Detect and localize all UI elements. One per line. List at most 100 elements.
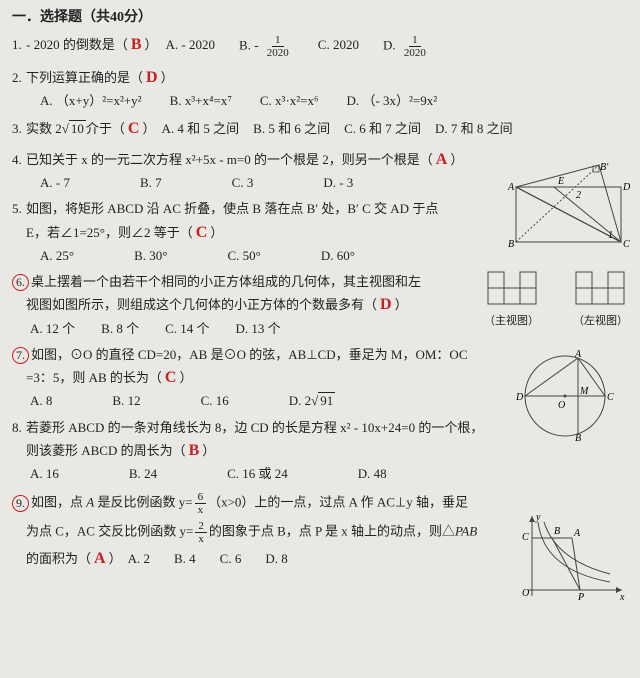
svg-text:C: C (522, 532, 529, 543)
q1-opt-d: D. 12020 (383, 34, 431, 59)
q7-opt-a: A. 8 (30, 392, 52, 410)
q3-opt-c: C. 6 和 7 之间 (344, 120, 421, 138)
q5-opt-c: C. 50° (227, 247, 260, 265)
q4-text-after: ） (450, 151, 463, 169)
q4-text: 已知关于 x 的一元二次方程 x²+5x - m=0 的一个根是 2，则另一个根… (26, 151, 433, 169)
q7-opt-d: D. 2√91 (289, 392, 336, 410)
q5-opt-d: D. 60° (321, 247, 355, 265)
svg-text:O: O (558, 400, 565, 411)
q3-answer: C (128, 118, 140, 140)
section-title: 一．选择题（共40分） (12, 8, 628, 28)
q6-opt-d: D. 13 个 (236, 320, 281, 338)
q5-line1: 如图，将矩形 ABCD 沿 AC 折叠，使点 B 落在点 B′ 处，B′ C 交… (26, 200, 438, 218)
q1-opt-c: C. 2020 (318, 36, 359, 54)
q9-diagram: O P x y A B C (510, 510, 630, 605)
q7-opt-c: C. 16 (201, 392, 229, 410)
q6-views: （主视图） （左视图） (484, 268, 634, 329)
q2-text-after: ） (161, 69, 174, 87)
q3-opt-d: D. 7 和 8 之间 (435, 120, 513, 138)
q5-text-after: ） (210, 224, 223, 242)
svg-text:A: A (507, 182, 515, 193)
q6-answer: D (380, 294, 392, 316)
q1-answer: B (131, 34, 142, 56)
q7-num: 7. (12, 347, 29, 364)
q9-opt-c: C. 6 (220, 550, 242, 568)
q9-opt-a: A. 2 (128, 550, 150, 568)
q5-opt-b: B. 30° (134, 247, 167, 265)
question-8: 8. 若菱形 ABCD 的一条对角线长为 8，边 CD 的长是方程 x² - 1… (12, 419, 628, 484)
svg-text:A: A (573, 528, 581, 539)
question-1: 1. - 2020 的倒数是（ B ） A. - 2020 B. - 12020… (12, 34, 628, 59)
q6-num: 6. (12, 274, 29, 291)
q7-line2: =3：5，则 AB 的长为（ (26, 369, 162, 387)
svg-text:B: B (554, 526, 560, 537)
svg-text:O: O (522, 588, 529, 599)
svg-text:E: E (557, 176, 564, 187)
svg-text:B: B (508, 239, 514, 250)
q2-opt-c: C. x³·x²=x⁶ (260, 92, 319, 110)
q4-answer: A (436, 149, 448, 171)
q4-opt-b: B. 7 (140, 174, 162, 192)
question-3: 3. 实数 2√10介于（ C ） A. 4 和 5 之间 B. 5 和 6 之… (12, 118, 628, 140)
svg-text:y: y (535, 512, 541, 523)
q9-opt-d: D. 8 (265, 550, 287, 568)
q9-num: 9. (12, 495, 29, 512)
q1-text-after: ） (145, 36, 158, 54)
q8-text-after: ） (202, 442, 215, 460)
svg-text:D: D (515, 392, 524, 403)
q6-opt-a: A. 12 个 (30, 320, 75, 338)
q3-text-after: ） (142, 120, 155, 138)
q5-line2: E，若∠1=25°，则∠2 等于（ (26, 224, 193, 242)
q7-text-after: ） (179, 369, 192, 387)
q2-text: 下列运算正确的是（ (26, 69, 143, 87)
q3-opt-a: A. 4 和 5 之间 (162, 120, 240, 138)
q1-num: 1. (12, 36, 26, 54)
q8-opt-a: A. 16 (30, 465, 59, 483)
q6-line1: 桌上摆着一个由若干个相同的小正方体组成的几何体，其主视图和左 (31, 273, 421, 291)
q6-opt-b: B. 8 个 (101, 320, 139, 338)
q9-line3: 的面积为（ (26, 550, 91, 568)
q5-num: 5. (12, 200, 26, 218)
q5-opt-a: A. 25° (40, 247, 74, 265)
q2-opt-a: A. （x+y）²=x²+y² (40, 92, 142, 110)
q3-num: 3. (12, 120, 26, 138)
q2-num: 2. (12, 69, 26, 87)
q9-answer: A (94, 548, 106, 570)
q2-answer: D (146, 67, 158, 89)
q9-line2: 为点 C，AC 交反比例函数 y=2x的图象于点 B，点 P 是 x 轴上的动点… (26, 520, 477, 545)
svg-text:x: x (619, 592, 625, 603)
q9-text-after: ） (109, 550, 122, 568)
question-2: 2. 下列运算正确的是（ D ） A. （x+y）²=x²+y² B. x³+x… (12, 67, 628, 111)
q2-options: A. （x+y）²=x²+y² B. x³+x⁴=x⁷ C. x³·x²=x⁶ … (40, 92, 628, 110)
q2-opt-b: B. x³+x⁴=x⁷ (170, 92, 232, 110)
q4-opt-c: C. 3 (232, 174, 254, 192)
q6-opt-c: C. 14 个 (165, 320, 209, 338)
q5-diagram: A B C D B′ E 1 2 (494, 162, 634, 252)
svg-text:D: D (622, 182, 631, 193)
q4-num: 4. (12, 151, 26, 169)
q5-answer: C (196, 222, 208, 244)
q4-opt-a: A. - 7 (40, 174, 70, 192)
q7-line1: 如图，⊙O 的直径 CD=20，AB 是⊙O 的弦，AB⊥CD，垂足为 M，OM… (31, 346, 467, 364)
q1-text: - 2020 的倒数是（ (26, 36, 128, 54)
q7-answer: C (165, 367, 177, 389)
q8-opt-b: B. 24 (129, 465, 157, 483)
q9-line1: 如图，点 A 是反比例函数 y=6x（x>0）上的一点，过点 A 作 AC⊥y … (31, 491, 468, 516)
q2-opt-d: D. （- 3x）²=9x² (347, 92, 438, 110)
svg-text:1: 1 (608, 230, 613, 241)
svg-text:C: C (607, 392, 614, 403)
q8-options: A. 16 B. 24 C. 16 或 24 D. 48 (30, 465, 628, 483)
q8-opt-d: D. 48 (358, 465, 387, 483)
svg-text:C: C (623, 239, 630, 250)
q8-line1: 若菱形 ABCD 的一条对角线长为 8，边 CD 的长是方程 x² - 10x+… (26, 419, 483, 437)
q9-opt-b: B. 4 (174, 550, 196, 568)
q4-opt-d: D. - 3 (323, 174, 353, 192)
q7-opt-b: B. 12 (112, 392, 140, 410)
svg-text:B′: B′ (600, 162, 609, 173)
q3-text: 实数 2√10介于（ (26, 120, 125, 138)
svg-text:M: M (579, 386, 589, 397)
q6-caption-main: （主视图） (484, 314, 539, 329)
q8-answer: B (189, 440, 200, 462)
svg-text:P: P (577, 592, 584, 603)
q3-opt-b: B. 5 和 6 之间 (253, 120, 330, 138)
